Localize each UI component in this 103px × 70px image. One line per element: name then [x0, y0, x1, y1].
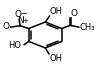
Text: HO: HO	[8, 41, 21, 50]
Text: N: N	[17, 16, 23, 25]
Text: CH₃: CH₃	[79, 23, 95, 32]
Text: O: O	[71, 9, 78, 18]
Text: OH: OH	[49, 54, 62, 63]
Text: O: O	[14, 10, 21, 19]
Text: OH: OH	[50, 7, 63, 16]
Text: O: O	[2, 22, 9, 32]
Text: +: +	[22, 18, 28, 24]
Text: −: −	[20, 9, 28, 18]
